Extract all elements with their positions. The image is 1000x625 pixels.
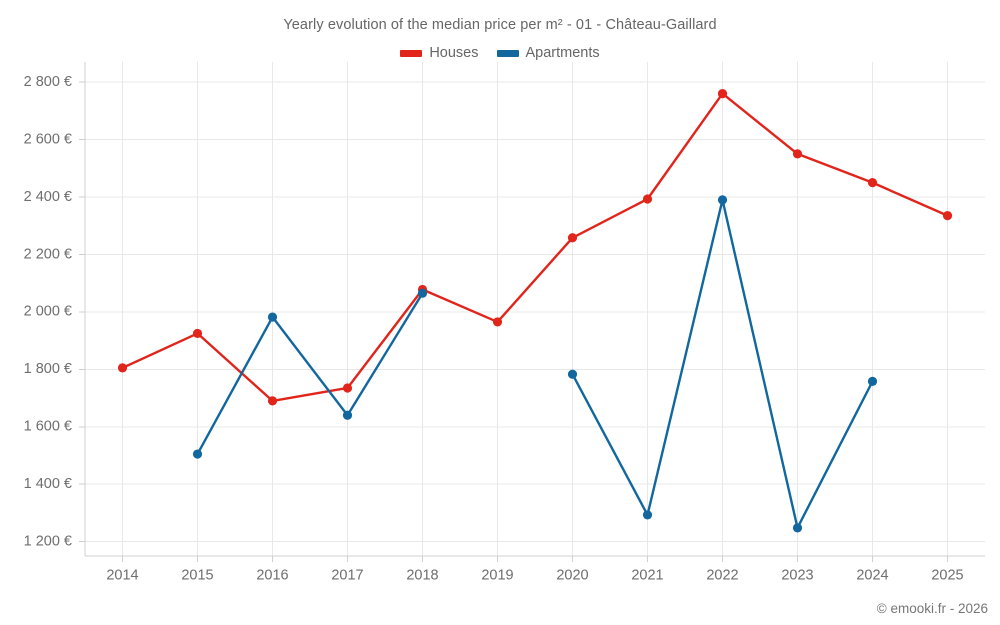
data-point-houses[interactable] [867, 178, 878, 188]
legend-item-apartments[interactable]: Apartments [496, 45, 600, 61]
data-point-houses[interactable] [642, 194, 653, 204]
y-axis-tick-label: 2 400 € [24, 189, 72, 205]
data-point-houses[interactable] [567, 233, 578, 243]
data-point-houses[interactable] [942, 211, 953, 221]
data-point-apartments[interactable] [267, 312, 278, 322]
legend-swatch-apartments [496, 49, 519, 57]
data-point-apartments[interactable] [717, 195, 728, 205]
y-axis-tick-labels: 1 200 € 1 400 € 1 600 € 1 800 € 2 000 € 2 200… [24, 74, 72, 550]
data-point-houses[interactable] [192, 328, 203, 339]
y-axis-tick-label: 1 200 € [24, 533, 72, 549]
x-axis-tick-label: 2016 [256, 568, 288, 584]
x-axis-tick-label: 2014 [106, 568, 138, 584]
data-point-apartments[interactable] [642, 510, 653, 520]
x-axis-tick-label: 2022 [706, 568, 738, 584]
x-axis-tick-label: 2023 [781, 568, 813, 584]
data-point-houses[interactable] [267, 396, 278, 406]
series-line-apartments [196, 292, 424, 456]
data-point-houses[interactable] [792, 149, 803, 159]
series-line-houses [121, 92, 949, 403]
x-axis-tick-label: 2024 [856, 568, 888, 584]
y-axis-tick-label: 2 600 € [24, 131, 72, 147]
y-axis-tick-label: 2 800 € [24, 74, 72, 90]
data-point-houses[interactable] [717, 88, 728, 99]
legend-label-houses: Houses [429, 45, 479, 61]
y-axis-tick-label: 1 600 € [24, 419, 72, 435]
chart-legend: Houses Apartments [0, 45, 1000, 61]
data-point-houses[interactable] [117, 363, 128, 373]
x-axis-tick-label: 2025 [931, 568, 963, 584]
x-axis-tick-label: 2020 [556, 568, 588, 584]
data-point-apartments[interactable] [342, 410, 353, 420]
data-point-apartments[interactable] [792, 523, 803, 533]
legend-swatch-houses [400, 49, 423, 57]
x-axis-tick-label: 2017 [331, 568, 363, 584]
chart-title: Yearly evolution of the median price per… [283, 17, 717, 33]
data-point-houses[interactable] [492, 317, 503, 327]
legend-item-houses[interactable]: Houses [400, 45, 479, 61]
axis-layer [79, 62, 985, 562]
x-axis-tick-label: 2019 [481, 568, 513, 584]
grid-layer [85, 62, 985, 556]
data-point-apartments[interactable] [192, 449, 203, 459]
x-axis-tick-label: 2015 [181, 568, 213, 584]
data-point-houses[interactable] [342, 383, 353, 393]
data-series-layer [117, 88, 953, 533]
x-axis-tick-label: 2018 [406, 568, 438, 584]
legend-label-apartments: Apartments [525, 45, 600, 61]
y-axis-tick-label: 2 200 € [24, 246, 72, 262]
x-axis-tick-labels: 2014 2015 2016 2017 2018 2019 2020 2021 2022 2023… [106, 568, 963, 584]
data-point-apartments[interactable] [867, 376, 878, 386]
x-axis-tick-label: 2021 [631, 568, 663, 584]
data-point-apartments[interactable] [567, 369, 578, 379]
footer-credit: © emooki.fr - 2026 [876, 601, 988, 616]
y-axis-tick-label: 1 400 € [24, 476, 72, 492]
y-axis-tick-label: 2 000 € [24, 304, 72, 320]
y-axis-tick-label: 1 800 € [24, 361, 72, 377]
data-point-apartments[interactable] [417, 288, 428, 298]
